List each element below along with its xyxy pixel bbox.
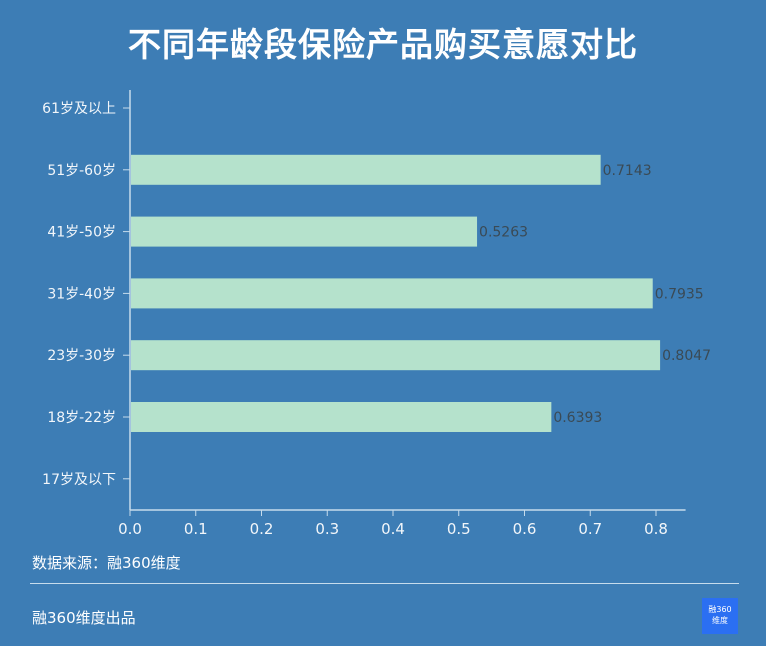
chart-title: 不同年龄段保险产品购买意愿对比 <box>128 25 638 64</box>
data-label: 0.7143 <box>603 163 652 179</box>
bar <box>131 340 661 371</box>
data-label: 0.6393 <box>553 410 602 426</box>
category-label: 61岁及以上 <box>42 101 116 117</box>
bar <box>131 154 601 185</box>
category-label: 17岁及以下 <box>42 472 116 488</box>
brand-logo: 融360 维度 <box>702 598 738 634</box>
data-label: 0.5263 <box>479 225 528 241</box>
x-tick-label: 0.5 <box>447 520 471 538</box>
bar <box>131 278 653 309</box>
x-tick-label: 0.2 <box>250 520 274 538</box>
data-label: 0.7935 <box>655 286 704 302</box>
category-label: 18岁-22岁 <box>47 410 116 426</box>
bar <box>131 402 552 432</box>
category-label: 23岁-30岁 <box>47 348 116 364</box>
category-label: 51岁-60岁 <box>47 163 116 179</box>
x-tick-label: 0.7 <box>578 520 602 538</box>
x-tick-label: 0.3 <box>315 520 339 538</box>
bar <box>131 216 478 247</box>
category-label: 31岁-40岁 <box>47 286 116 302</box>
footer-credit: 融360维度出品 <box>32 609 136 627</box>
divider <box>30 583 739 584</box>
x-tick-label: 0.8 <box>644 520 668 538</box>
x-tick-label: 0.1 <box>184 520 208 538</box>
category-label: 41岁-50岁 <box>47 225 116 241</box>
data-source: 数据来源：融360维度 <box>32 554 181 572</box>
x-tick-label: 0.6 <box>513 520 537 538</box>
data-label: 0.8047 <box>662 348 711 364</box>
x-tick-label: 0.0 <box>118 520 142 538</box>
x-tick-label: 0.4 <box>381 520 405 538</box>
